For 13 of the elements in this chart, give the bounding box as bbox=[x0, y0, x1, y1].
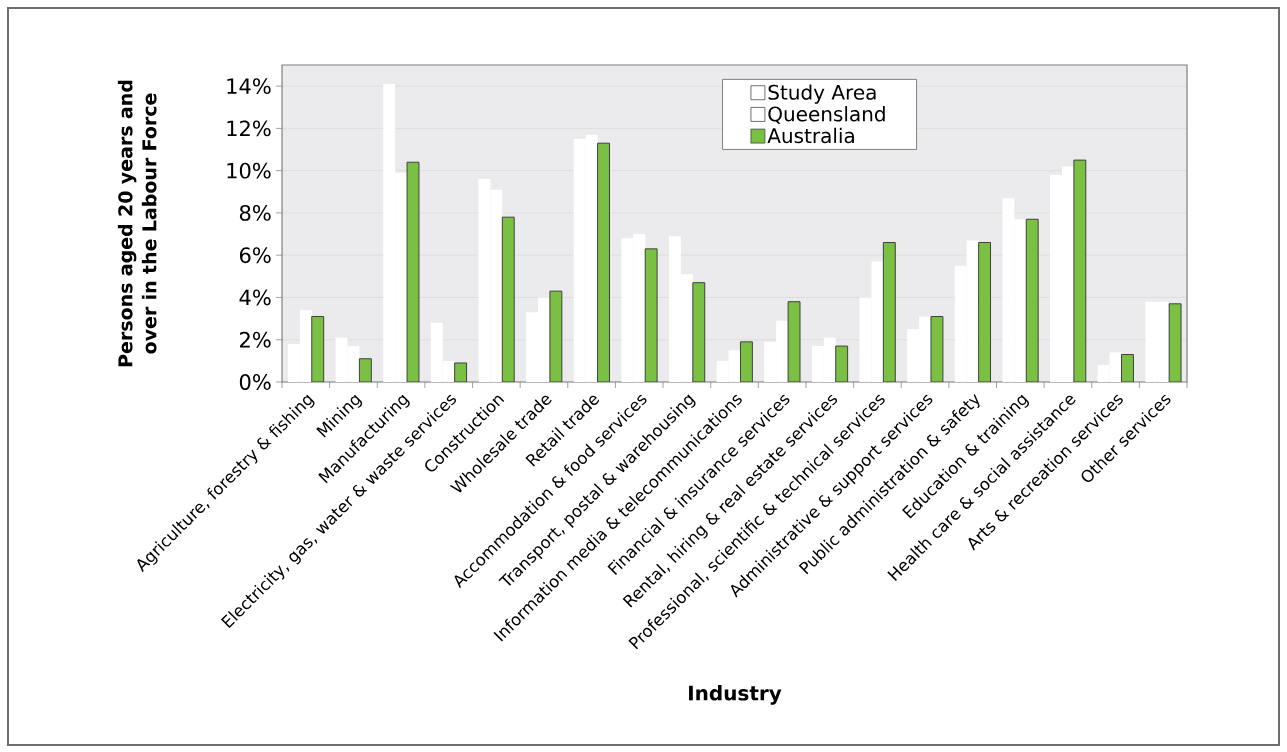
y-tick-label: 4% bbox=[239, 289, 271, 306]
y-tick-label: 14% bbox=[227, 78, 271, 95]
y-tick-label: 2% bbox=[240, 331, 271, 348]
legend-label: Queensland bbox=[768, 106, 885, 124]
x-axis-title: Industry bbox=[689, 685, 782, 705]
y-tick-label: 8% bbox=[239, 204, 271, 221]
y-axis-title: Persons aged 20 years and over in the Labour Force bbox=[117, 80, 157, 367]
y-tick-label: 12% bbox=[227, 120, 271, 137]
legend-label: Australia bbox=[767, 127, 854, 144]
y-tick-label: 6% bbox=[239, 247, 271, 264]
legend-label: Study Area bbox=[768, 84, 876, 104]
y-tick-label: 10% bbox=[227, 162, 271, 179]
y-tick-label: 0% bbox=[239, 374, 271, 390]
